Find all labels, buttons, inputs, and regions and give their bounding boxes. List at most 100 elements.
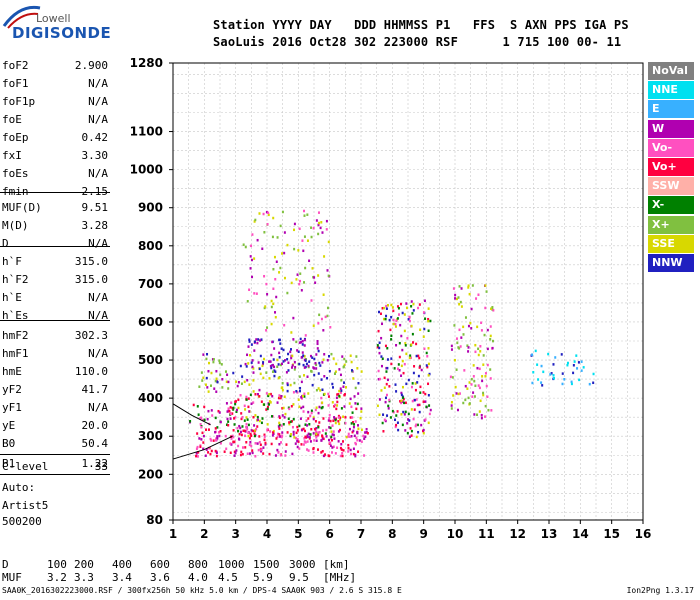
row-value: 4.0 xyxy=(188,571,208,584)
data-point xyxy=(220,363,223,366)
data-point xyxy=(481,379,484,383)
data-point xyxy=(275,295,278,299)
data-point xyxy=(580,369,583,372)
data-point xyxy=(199,423,202,426)
param-name: yF2 xyxy=(2,383,22,396)
data-point xyxy=(302,405,305,409)
data-point xyxy=(541,384,544,387)
y-tick-label: 900 xyxy=(138,201,163,215)
data-point xyxy=(480,416,483,420)
data-point xyxy=(322,417,325,420)
data-point xyxy=(303,395,306,398)
data-point xyxy=(327,419,330,422)
data-point xyxy=(453,358,456,362)
data-point xyxy=(265,210,268,214)
data-point xyxy=(287,352,290,356)
auto-artist: Artist5 xyxy=(2,499,49,512)
data-point xyxy=(316,347,319,350)
data-point xyxy=(479,350,482,353)
data-point xyxy=(225,447,228,451)
data-point xyxy=(489,377,492,380)
data-point xyxy=(323,375,326,378)
data-point xyxy=(486,328,489,332)
data-point xyxy=(263,357,266,361)
data-point xyxy=(485,384,488,388)
data-point xyxy=(225,423,228,426)
param-value: 2.900 xyxy=(74,59,108,72)
data-point xyxy=(263,403,266,406)
data-point xyxy=(380,389,383,392)
data-point xyxy=(276,432,279,436)
data-point xyxy=(351,416,354,419)
data-point xyxy=(329,419,332,423)
data-point xyxy=(209,437,212,441)
data-point xyxy=(206,352,209,356)
data-point xyxy=(550,372,553,375)
param-row: yF2 41.7 xyxy=(2,381,110,399)
data-point xyxy=(314,427,317,431)
data-point xyxy=(326,376,329,380)
data-point xyxy=(300,380,303,384)
data-point xyxy=(396,410,399,413)
data-point xyxy=(264,441,267,445)
data-point xyxy=(380,364,383,368)
data-point xyxy=(473,379,476,383)
data-point xyxy=(314,281,317,284)
data-point xyxy=(354,441,357,445)
data-point xyxy=(306,435,309,439)
data-point xyxy=(334,418,337,422)
data-point xyxy=(235,410,238,413)
data-point xyxy=(411,399,414,403)
param-name: hmF2 xyxy=(2,329,29,342)
data-point xyxy=(240,433,243,437)
data-point xyxy=(450,400,453,404)
data-point xyxy=(238,438,241,441)
data-point xyxy=(262,376,265,380)
data-point xyxy=(422,391,425,394)
data-point xyxy=(273,374,276,378)
data-point xyxy=(226,417,229,421)
data-point xyxy=(327,392,330,396)
data-point xyxy=(471,284,474,287)
data-point xyxy=(234,451,237,455)
data-point xyxy=(280,362,283,366)
data-point xyxy=(401,359,404,363)
data-point xyxy=(412,417,415,421)
data-point xyxy=(207,369,210,373)
data-point xyxy=(422,431,425,435)
data-point xyxy=(460,336,463,339)
data-point xyxy=(328,426,331,429)
data-point xyxy=(429,319,432,323)
data-point xyxy=(385,370,388,373)
data-point xyxy=(289,434,292,438)
data-point xyxy=(552,374,555,377)
data-point xyxy=(207,361,210,365)
data-point xyxy=(253,434,256,438)
data-point xyxy=(308,360,311,363)
data-point xyxy=(330,352,333,356)
data-point xyxy=(212,360,215,364)
data-point xyxy=(300,406,303,410)
data-point xyxy=(256,415,259,419)
data-point xyxy=(333,416,336,419)
data-point xyxy=(289,433,292,436)
data-point xyxy=(281,381,284,385)
data-point xyxy=(294,436,297,440)
data-point xyxy=(278,433,281,436)
data-point xyxy=(561,382,564,386)
row-value: 600 xyxy=(150,558,170,571)
data-point xyxy=(277,450,280,454)
data-point xyxy=(302,363,305,367)
data-point xyxy=(283,323,286,327)
data-point xyxy=(227,407,230,410)
data-point xyxy=(404,401,407,405)
data-point xyxy=(364,431,367,434)
data-point xyxy=(356,367,359,370)
data-point xyxy=(378,398,381,401)
param-value: N/A xyxy=(88,401,108,414)
data-point xyxy=(344,416,347,419)
data-point xyxy=(321,429,324,432)
y-tick-label: 300 xyxy=(138,429,163,443)
data-point xyxy=(315,432,318,436)
data-point xyxy=(410,305,413,308)
